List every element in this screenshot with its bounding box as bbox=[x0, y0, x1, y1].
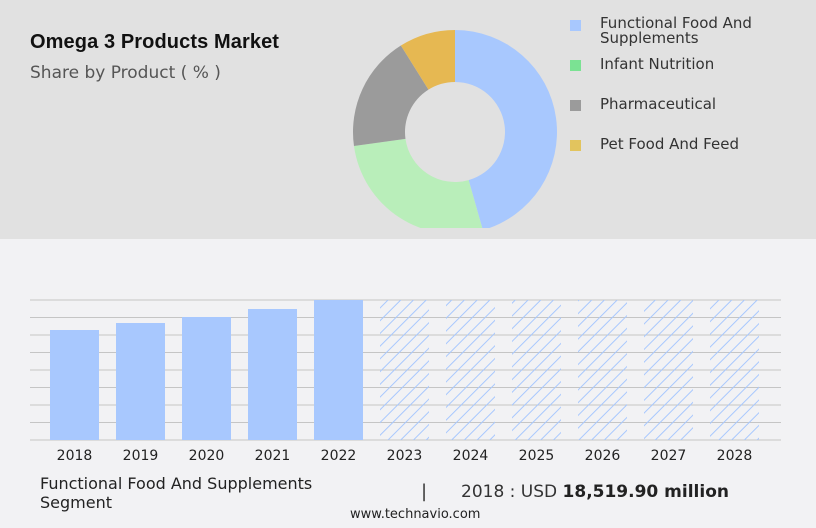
chart-subtitle: Share by Product ( % ) bbox=[30, 63, 221, 83]
x-label-2020: 2020 bbox=[189, 448, 225, 464]
x-label-2024: 2024 bbox=[453, 448, 489, 464]
bar-2020 bbox=[182, 317, 231, 440]
chart-title: Omega 3 Products Market bbox=[30, 31, 280, 53]
x-label-2023: 2023 bbox=[387, 448, 423, 464]
x-label-2019: 2019 bbox=[123, 448, 159, 464]
donut-slice-pet-food-and-feed bbox=[400, 30, 455, 90]
bars bbox=[50, 300, 759, 440]
x-label-2026: 2026 bbox=[585, 448, 621, 464]
bar-2022 bbox=[314, 300, 363, 440]
bar-2023 bbox=[380, 300, 429, 440]
legend-label: Infant Nutrition bbox=[600, 55, 715, 73]
bar-chart: 2018 2019 2020 2021 2022 2023 2024 2025 2026 2027… bbox=[30, 299, 781, 464]
donut-slice-functional-food-and-supplements bbox=[455, 30, 557, 228]
donut-chart bbox=[353, 30, 557, 228]
legend-swatch-icon bbox=[570, 140, 581, 151]
source-url: www.technavio.com bbox=[350, 507, 481, 522]
footer-separator: | bbox=[421, 481, 428, 502]
x-label-2027: 2027 bbox=[651, 448, 687, 464]
x-label-2028: 2028 bbox=[717, 448, 753, 464]
donut-slice-pharmaceutical bbox=[353, 45, 429, 147]
bar-2027 bbox=[644, 300, 693, 440]
segment-value: 2018 : USD 18,519.90 million bbox=[461, 482, 729, 502]
x-label-2018: 2018 bbox=[57, 448, 93, 464]
legend-label: Pet Food And Feed bbox=[600, 135, 739, 153]
legend-label: Pharmaceutical bbox=[600, 95, 717, 113]
x-axis-labels: 2018 2019 2020 2021 2022 2023 2024 2025 2026 2027… bbox=[57, 448, 753, 464]
bar-2028 bbox=[710, 300, 759, 440]
bar-2019 bbox=[116, 323, 165, 440]
x-label-2025: 2025 bbox=[519, 448, 555, 464]
x-label-2021: 2021 bbox=[255, 448, 291, 464]
segment-label: Functional Food And Supplements Segment bbox=[40, 474, 313, 512]
x-label-2022: 2022 bbox=[321, 448, 357, 464]
donut-slice-infant-nutrition bbox=[353, 138, 483, 228]
bar-2026 bbox=[578, 300, 627, 440]
bar-2024 bbox=[446, 300, 495, 440]
bar-2025 bbox=[512, 300, 561, 440]
bar-2018 bbox=[50, 330, 99, 440]
legend-swatch-icon bbox=[570, 20, 581, 31]
legend-swatch-icon bbox=[570, 60, 581, 71]
legend-swatch-icon bbox=[570, 100, 581, 111]
legend-label: Functional Food And Supplements bbox=[600, 14, 752, 47]
bar-2021 bbox=[248, 309, 297, 440]
